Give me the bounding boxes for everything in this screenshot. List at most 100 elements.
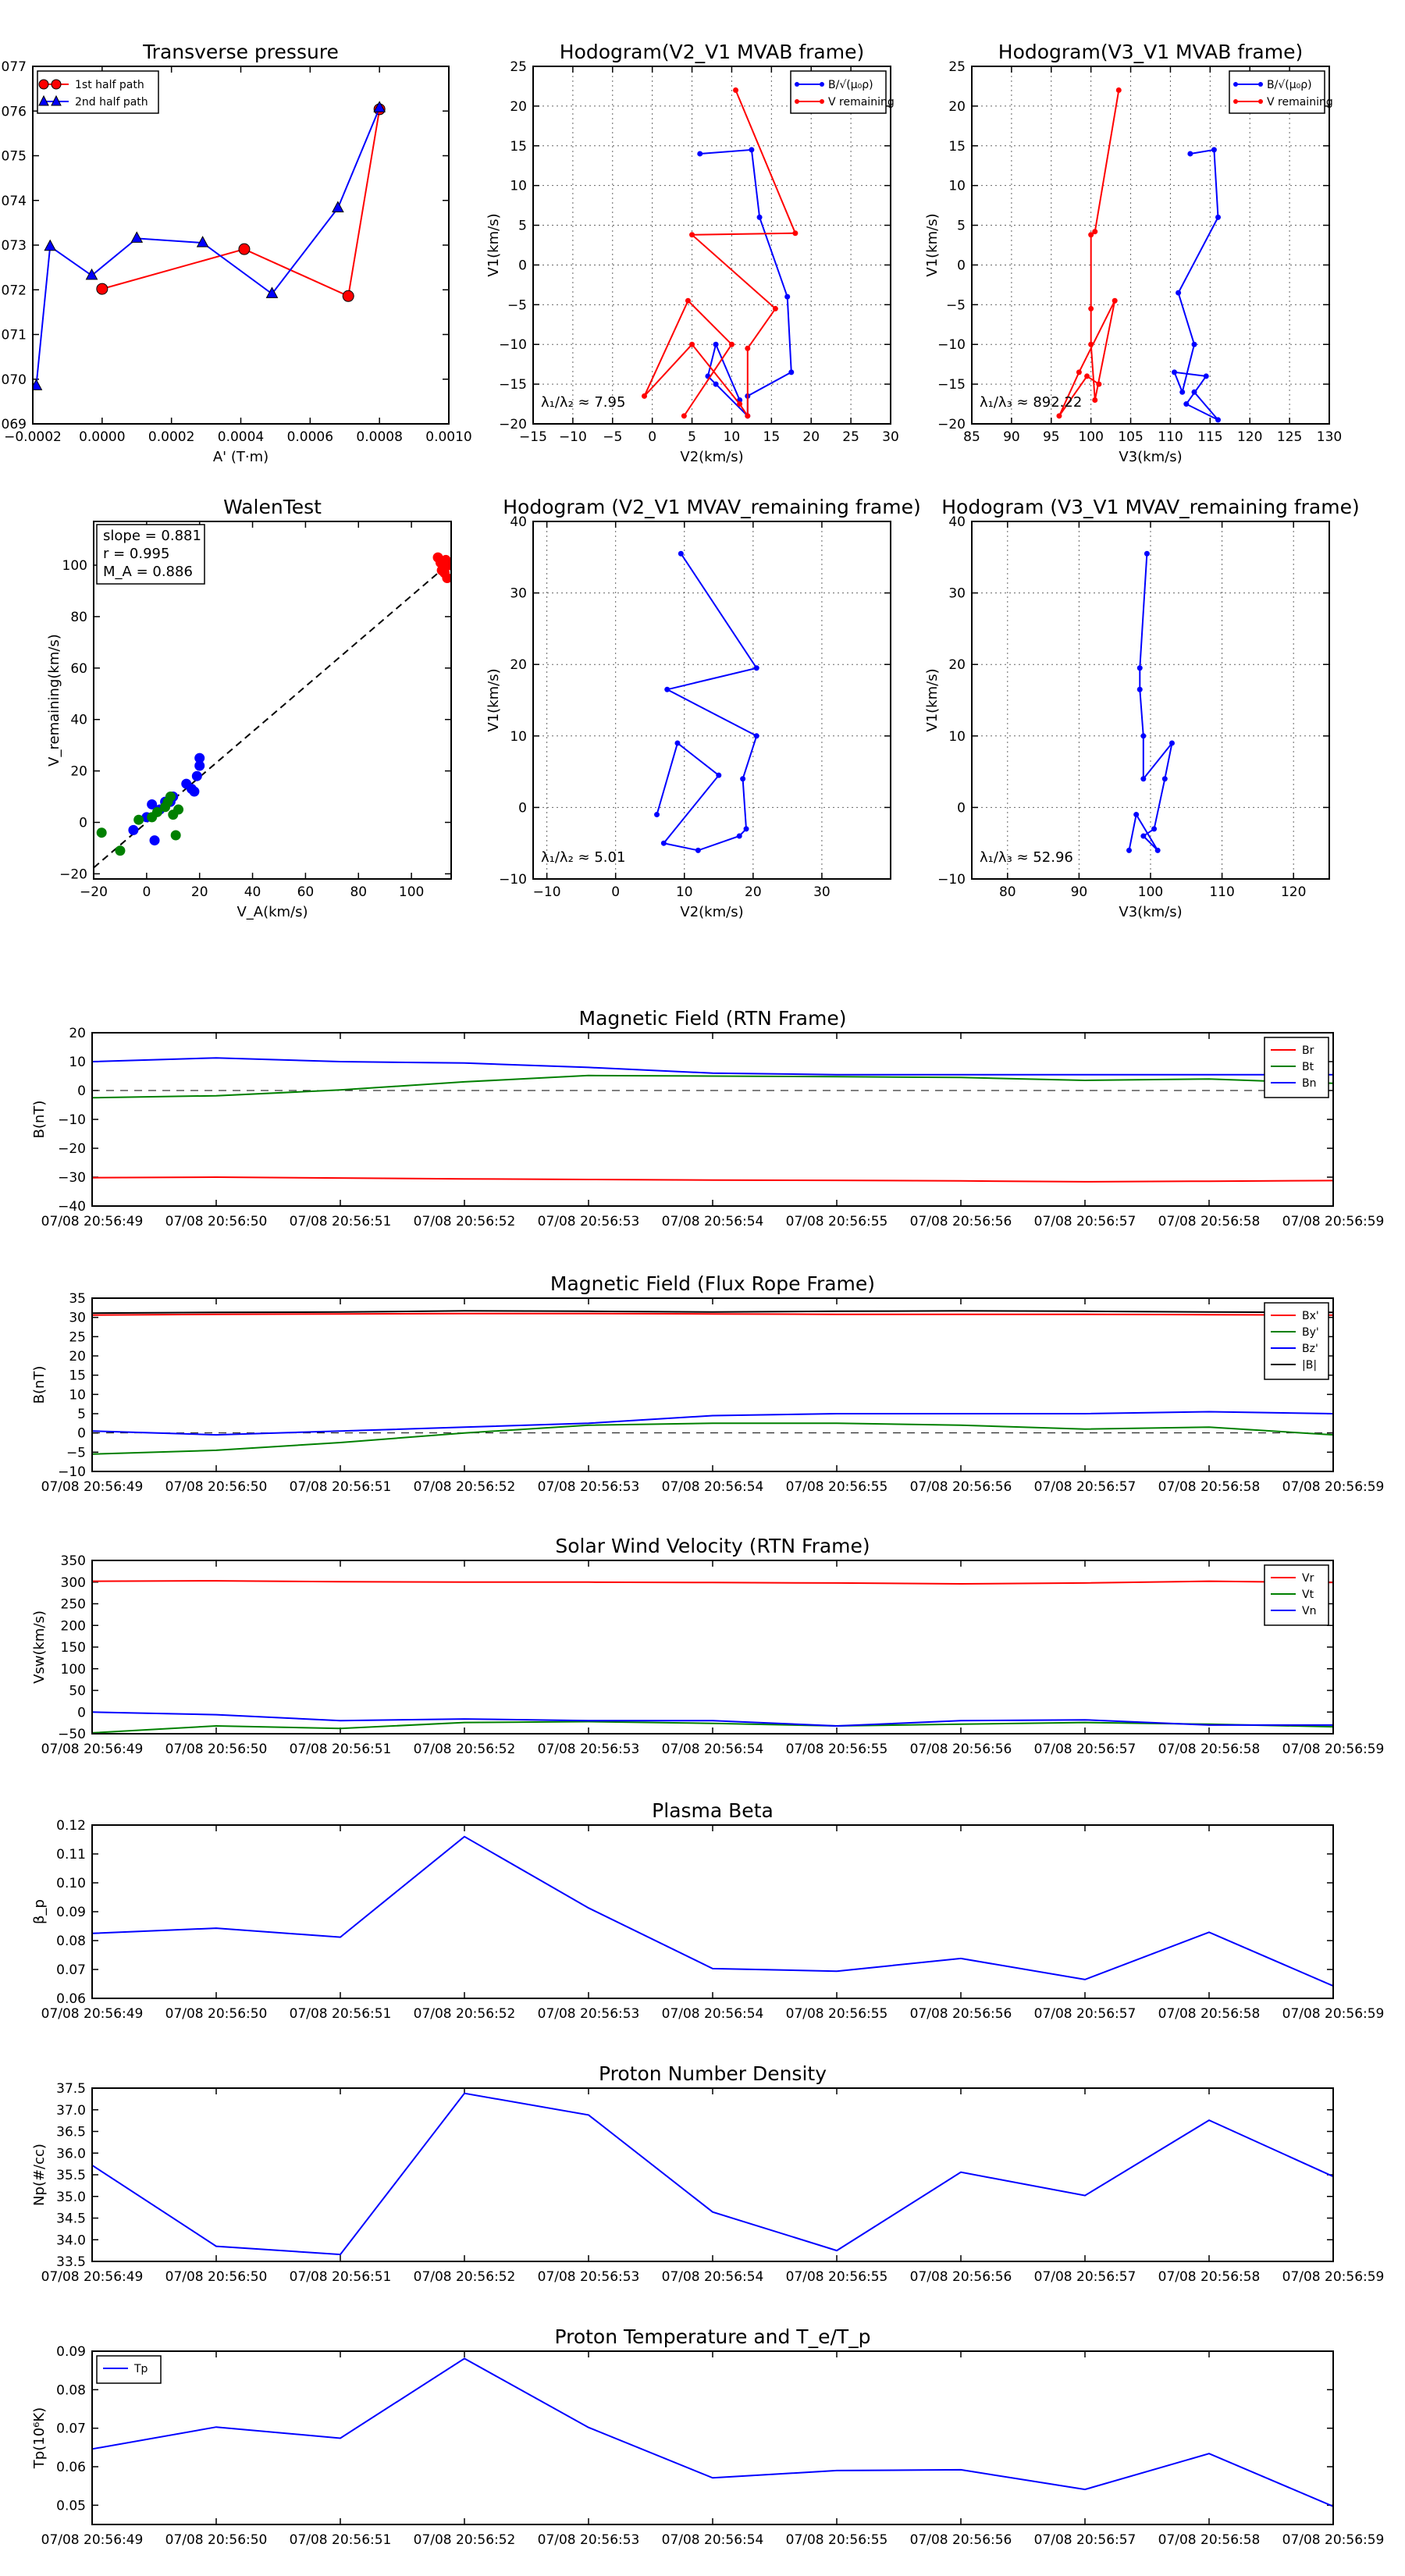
data-point <box>196 236 209 247</box>
stats-line: slope = 0.881 <box>103 528 201 544</box>
time-tick-label: 07/08 20:56:50 <box>165 1214 268 1229</box>
data-point <box>1115 87 1122 94</box>
y-tick-label: −10 <box>937 872 966 888</box>
data-point <box>173 804 184 815</box>
data-point <box>1126 847 1133 853</box>
x-tick-label: 110 <box>1209 884 1234 900</box>
chart-title: Hodogram (V3_V1 MVAV_remaining frame) <box>941 496 1360 518</box>
x-tick-label: 5 <box>688 429 696 445</box>
y-tick-label: 60 <box>70 661 87 677</box>
y-tick-label: 20 <box>510 99 527 115</box>
time-tick-label: 07/08 20:56:50 <box>165 2269 268 2285</box>
data-point <box>1076 369 1082 375</box>
y-tick-label: 10 <box>510 179 527 194</box>
data-point <box>695 847 701 853</box>
legend-marker <box>51 94 62 106</box>
data-point <box>1191 341 1197 347</box>
time-tick-label: 07/08 20:56:54 <box>662 1479 764 1495</box>
x-tick-label: 0 <box>142 884 151 900</box>
data-point <box>1092 229 1098 235</box>
y-tick-label: 10 <box>948 729 966 745</box>
legend-label: 1st half path <box>75 79 144 91</box>
axes-frame <box>91 1297 1334 1472</box>
time-tick-label: 07/08 20:56:59 <box>1282 2532 1385 2548</box>
ratio-annotation: λ₁/λ₂ ≈ 7.95 <box>541 394 625 411</box>
y-tick-label: 0 <box>518 258 527 273</box>
data-point <box>191 770 202 781</box>
series-line-v <box>1128 553 1173 852</box>
data-point <box>743 826 749 832</box>
data-point <box>165 792 176 802</box>
x-tick-label: 120 <box>1237 429 1262 445</box>
y-tick-label: 40 <box>510 514 527 530</box>
time-tick-label: 07/08 20:56:51 <box>290 2532 392 2548</box>
data-point <box>130 231 144 243</box>
chart-title: Magnetic Field (RTN Frame) <box>579 1007 847 1030</box>
chart-title: Hodogram(V3_V1 MVAB frame) <box>998 41 1303 63</box>
data-point <box>792 230 799 237</box>
time-tick-label: 07/08 20:56:52 <box>414 2006 516 2022</box>
axes-frame <box>91 2087 1334 2262</box>
data-point <box>697 151 703 157</box>
time-tick-label: 07/08 20:56:51 <box>290 1214 392 1229</box>
chart-walen: WalenTest −20 0 20 40 60 80 100 −20 0 20 40 60 80 100 V… <box>46 496 452 920</box>
x-tick-label: 105 <box>1118 429 1143 445</box>
data-point <box>1191 389 1197 395</box>
y-tick-label: 30 <box>510 586 527 602</box>
data-point <box>265 286 279 298</box>
time-tick-label: 07/08 20:56:59 <box>1282 1742 1385 1757</box>
y-axis-label: Vsw(km/s) <box>31 1610 48 1684</box>
time-tick-label: 07/08 20:56:53 <box>538 2006 640 2022</box>
time-tick-label: 07/08 20:56:58 <box>1158 2269 1261 2285</box>
time-tick-label: 07/08 20:56:56 <box>910 2532 1012 2548</box>
time-tick-label: 07/08 20:56:54 <box>662 2269 764 2285</box>
y-tick-label: 0.076 <box>0 104 27 119</box>
axes-frame <box>971 66 1330 425</box>
x-tick-label: 60 <box>297 884 315 900</box>
x-tick-label: 0.0006 <box>287 429 333 445</box>
y-tick-label: −20 <box>59 866 87 882</box>
axes-frame <box>532 521 891 880</box>
legend-box <box>790 70 887 114</box>
data-point <box>740 776 746 782</box>
x-axis-label: V2(km/s) <box>680 904 743 920</box>
y-tick-label: 0.069 <box>0 417 27 432</box>
y-tick-label: 300 <box>61 1575 86 1591</box>
data-point <box>756 214 763 220</box>
y-tick-label: −5 <box>66 1445 86 1461</box>
x-tick-label: 0.0010 <box>425 429 471 445</box>
time-tick-label: 07/08 20:56:59 <box>1282 2269 1385 2285</box>
time-tick-label: 07/08 20:56:59 <box>1282 1214 1385 1229</box>
chart-title: Magnetic Field (Flux Rope Frame) <box>550 1272 875 1295</box>
data-point <box>641 393 647 399</box>
y-tick-label: 0 <box>79 816 87 831</box>
chart-pt: Transverse pressure −0.0002 0.0000 0.0002 0.… <box>0 41 472 465</box>
data-point <box>1056 413 1062 419</box>
y-tick-label: 33.5 <box>56 2254 86 2270</box>
time-tick-label: 07/08 20:56:52 <box>414 2532 516 2548</box>
legend-box <box>1264 1037 1329 1098</box>
series-line-bz <box>91 1411 1334 1436</box>
y-tick-label: 25 <box>510 59 527 75</box>
y-axis-label: V1(km/s) <box>924 213 941 276</box>
x-tick-label: −10 <box>533 884 561 900</box>
y-tick-label: 0.071 <box>0 328 27 343</box>
legend-label: Bz' <box>1302 1343 1318 1355</box>
y-tick-label: 36.5 <box>56 2125 86 2140</box>
y-tick-label: 0.077 <box>0 59 27 75</box>
time-tick-label: 07/08 20:56:52 <box>414 2269 516 2285</box>
chart-np: Proton Number Density 33.5 34.0 34.5 35.0 35.… <box>31 2062 1384 2285</box>
legend-label: Bx' <box>1302 1310 1319 1322</box>
y-tick-label: 0.073 <box>0 238 27 254</box>
y-tick-label: 5 <box>518 219 527 234</box>
data-point <box>660 840 667 846</box>
x-tick-label: 0 <box>611 884 620 900</box>
data-point <box>342 290 354 302</box>
data-point <box>149 835 160 846</box>
data-point <box>147 799 158 809</box>
x-tick-label: 90 <box>1071 884 1088 900</box>
y-tick-label: 20 <box>69 1026 86 1041</box>
data-point <box>1144 550 1150 557</box>
data-point <box>772 305 778 311</box>
series-line-bx <box>91 1312 1334 1316</box>
